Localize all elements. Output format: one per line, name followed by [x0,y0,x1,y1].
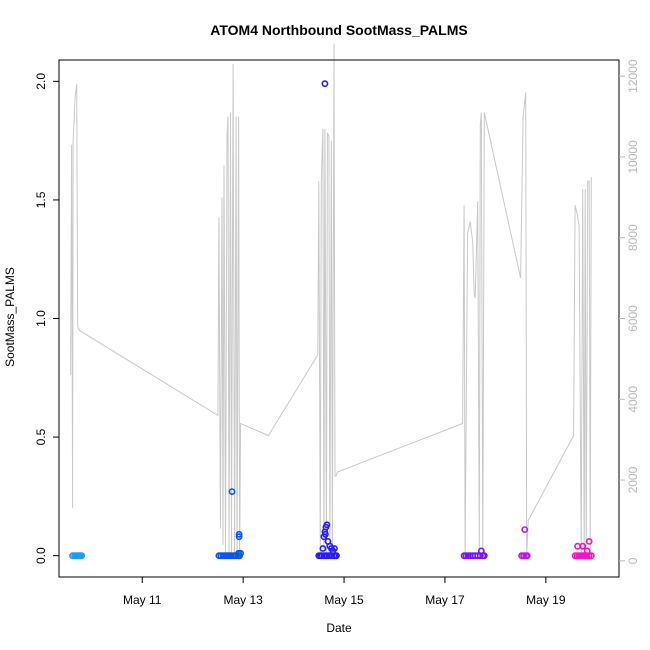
data-point [331,545,338,552]
secondary-y-axis: 0 2000 4000 6000 8000 10000 12000 [619,59,640,564]
data-point [521,526,529,533]
altitude-line-layer [70,43,592,557]
data-point [585,538,593,545]
y2-tick-label: 4000 [626,386,640,413]
data-point [78,552,86,560]
plot-frame [58,59,620,578]
data-point [579,542,587,550]
y2-tick-label: 0 [626,557,640,564]
data-point [523,552,531,560]
data-point [321,80,329,88]
y-tick-label: 0.5 [34,428,48,445]
data-point [480,552,488,560]
data-point [228,488,236,495]
y-tick-label: 1.5 [34,191,48,208]
data-point [333,552,340,560]
data-point [323,521,331,529]
data-point [235,533,243,541]
x-tick-label: May 13 [223,593,263,607]
data-points-layer [69,80,595,560]
x-tick-label: May 11 [123,593,162,607]
y-tick-label: 1.0 [34,310,48,327]
data-point [477,547,485,555]
data-point [237,549,244,557]
chart-title: ATOM4 Northbound SootMass_PALMS [210,22,467,38]
x-tick-label: May 19 [526,593,566,607]
y2-tick-label: 12000 [626,59,640,93]
y-axis: 0.0 0.5 1.0 1.5 2.0 [34,73,59,564]
y-tick-label: 0.0 [34,547,48,564]
x-tick-label: May 17 [425,593,465,607]
y-tick-label: 2.0 [34,73,48,90]
y2-tick-label: 8000 [626,224,640,251]
data-point [583,547,591,555]
y2-tick-label: 2000 [626,466,640,493]
data-point [235,530,243,538]
data-point [319,545,327,552]
y-axis-label: SootMass_PALMS [3,267,17,367]
y2-tick-label: 6000 [626,305,640,332]
x-axis-label: Date [326,621,352,635]
y2-tick-label: 10000 [626,140,640,174]
altitude-line [70,43,592,557]
data-point [321,530,329,538]
x-axis: May 11 May 13 May 15 May 17 May 19 [123,577,566,607]
data-point [587,552,595,560]
x-tick-label: May 15 [324,593,364,607]
